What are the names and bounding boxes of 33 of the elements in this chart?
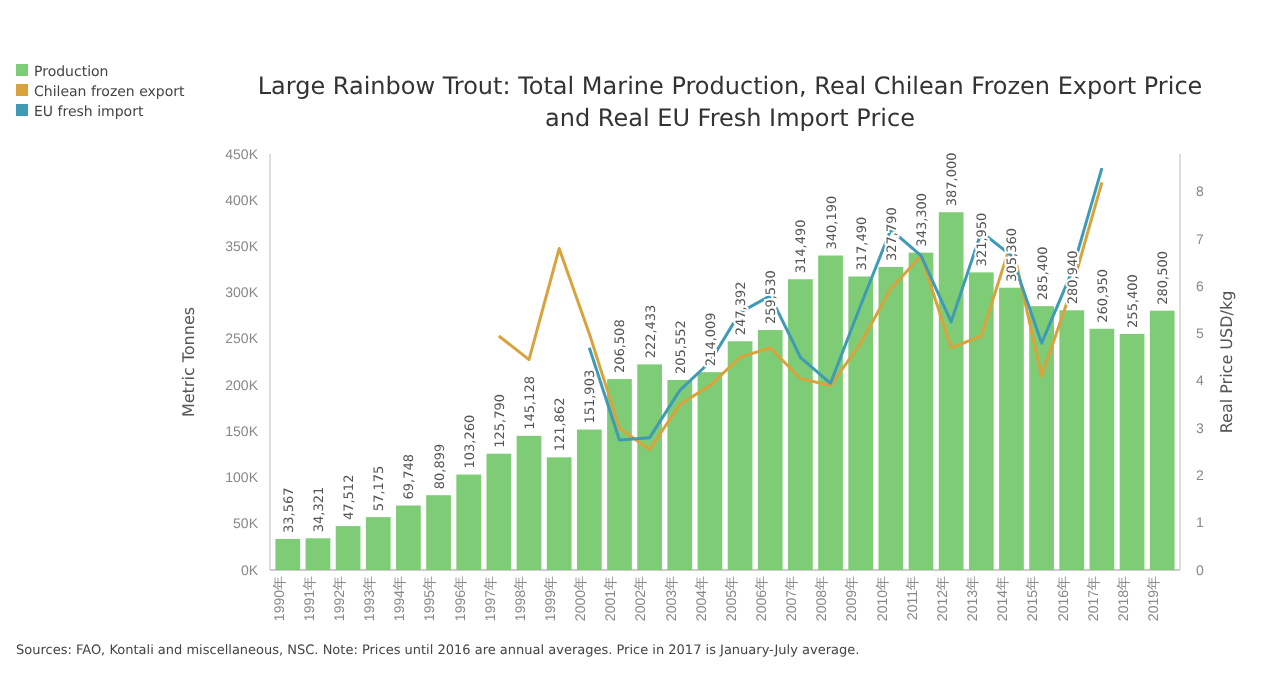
bar: [667, 379, 693, 570]
bar: [999, 287, 1024, 570]
bar: [1149, 310, 1175, 570]
bar: [456, 474, 482, 570]
bar: [546, 457, 572, 570]
y2-axis-title: Real Price USD/kg: [1218, 290, 1236, 434]
bar: [516, 435, 542, 570]
bar: [938, 212, 964, 570]
bar: [637, 364, 662, 570]
bar: [908, 252, 934, 570]
y-axis-title: Metric Tonnes: [180, 306, 198, 418]
bar: [607, 379, 632, 570]
chart-title: Large Rainbow Trout: Total Marine Production, Real Chilean Frozen Export Price and Real EU Fresh Import Price: [257, 72, 1203, 132]
bar: [396, 505, 421, 570]
bar: [1029, 306, 1054, 570]
bar: [335, 526, 361, 570]
bar: [878, 266, 904, 570]
bar: [486, 453, 512, 570]
bar: [576, 429, 602, 570]
bar: [697, 372, 723, 570]
bar: [1089, 328, 1115, 570]
bar: [727, 341, 753, 570]
bar: [1059, 310, 1085, 570]
bar: [818, 255, 843, 570]
bar: [305, 538, 331, 570]
bar: [968, 272, 994, 570]
bar: [848, 276, 874, 570]
bar: [275, 538, 301, 570]
bar: [426, 495, 451, 570]
bar: [365, 517, 391, 570]
bar: [788, 279, 813, 570]
bar: [757, 330, 783, 570]
bar: [1119, 333, 1145, 570]
